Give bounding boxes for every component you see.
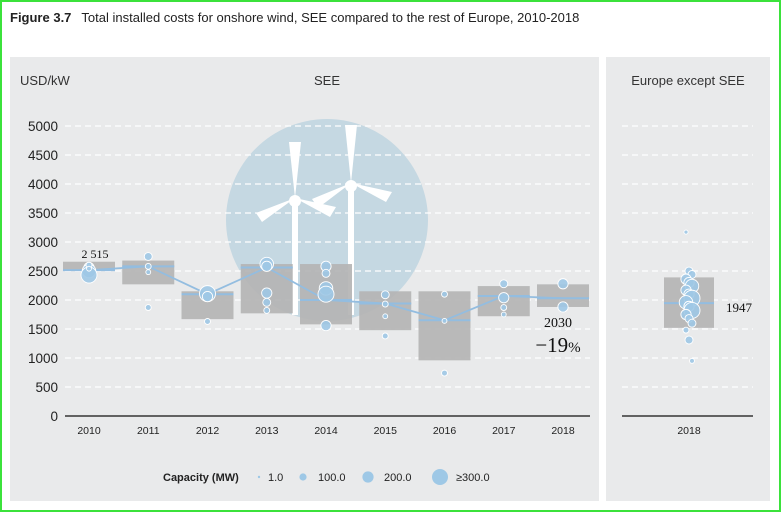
project-bubble bbox=[143, 252, 153, 261]
project-bubble bbox=[689, 358, 695, 364]
y-tick-label: 5000 bbox=[28, 119, 58, 134]
project-bubble bbox=[261, 260, 273, 272]
project-bubble bbox=[500, 311, 507, 318]
legend-marker-200 bbox=[362, 471, 374, 483]
legend-title: Capacity (MW) bbox=[163, 472, 239, 484]
project-bubble bbox=[201, 290, 214, 303]
project-bubble bbox=[145, 269, 152, 276]
project-bubble bbox=[261, 287, 273, 299]
x-tick-label: 2018 bbox=[551, 425, 575, 437]
project-bubble bbox=[441, 317, 448, 324]
y-tick-label: 3500 bbox=[28, 206, 58, 221]
x-tick-label: 2016 bbox=[433, 425, 457, 437]
europe-2018-value-label: 1947 bbox=[726, 300, 753, 315]
project-bubble bbox=[683, 229, 689, 235]
x-tick-label: 2014 bbox=[314, 425, 338, 437]
legend-label-200: 200.0 bbox=[384, 472, 412, 484]
legend-label-1: 1.0 bbox=[268, 472, 283, 484]
project-bubble bbox=[381, 332, 389, 340]
project-bubble bbox=[682, 326, 690, 334]
y-tick-label: 2500 bbox=[28, 264, 58, 279]
figure-title-text: Total installed costs for onshore wind, … bbox=[81, 10, 580, 25]
project-bubble bbox=[381, 300, 389, 308]
project-bubble bbox=[317, 285, 335, 303]
project-bubble bbox=[687, 318, 697, 328]
project-bubble bbox=[204, 318, 211, 325]
project-bubble bbox=[321, 268, 331, 278]
project-bubble bbox=[557, 278, 569, 290]
cost-range-box bbox=[537, 284, 589, 307]
y-tick-label: 0 bbox=[50, 409, 58, 424]
y-tick-label: 4500 bbox=[28, 148, 58, 163]
y-axis-label: USD/kW bbox=[20, 73, 71, 88]
y-tick-label: 1000 bbox=[28, 351, 58, 366]
y-tick-label: 500 bbox=[35, 380, 58, 395]
see-change-label: −19% bbox=[535, 333, 580, 357]
x-tick-label: 2010 bbox=[77, 425, 101, 437]
legend-label-100: 100.0 bbox=[318, 472, 346, 484]
project-bubble bbox=[557, 301, 569, 313]
project-bubble bbox=[144, 304, 152, 311]
project-bubble bbox=[380, 290, 390, 300]
y-tick-label: 4000 bbox=[28, 177, 58, 192]
legend-marker-300 bbox=[432, 469, 448, 485]
y-tick-label: 3000 bbox=[28, 235, 58, 250]
capacity-legend: Capacity (MW) 1.0 100.0 200.0 ≥300.0 bbox=[163, 469, 490, 485]
project-bubble bbox=[144, 262, 152, 270]
figure-label: Figure 3.7 bbox=[10, 10, 72, 25]
x-tick-label: 2017 bbox=[492, 425, 516, 437]
start-value-label: 2 515 bbox=[82, 247, 109, 261]
project-bubble bbox=[262, 297, 272, 307]
project-bubble bbox=[441, 290, 448, 298]
x-tick-label: 2012 bbox=[196, 425, 220, 437]
x-tick-label: 2011 bbox=[137, 425, 160, 437]
project-bubble bbox=[684, 335, 694, 345]
project-bubble bbox=[441, 369, 448, 377]
figure-title: Figure 3.7 Total installed costs for onsh… bbox=[10, 10, 579, 25]
y-tick-label: 2000 bbox=[28, 293, 58, 308]
see-2018-value-label: 2030 bbox=[544, 316, 572, 331]
see-change-value: −19 bbox=[535, 333, 568, 357]
project-bubble bbox=[498, 292, 510, 304]
project-bubble bbox=[499, 279, 509, 289]
legend-marker-100 bbox=[299, 473, 307, 481]
legend-label-300: ≥300.0 bbox=[456, 472, 490, 484]
europe-panel-title: Europe except SEE bbox=[631, 73, 745, 88]
x-tick-label: 2018 bbox=[677, 425, 701, 437]
x-tick-label: 2013 bbox=[255, 425, 279, 437]
project-bubble bbox=[382, 313, 389, 320]
project-bubble bbox=[86, 265, 92, 272]
legend-marker-1 bbox=[257, 475, 261, 479]
see-panel-title: SEE bbox=[314, 73, 340, 88]
see-change-unit: % bbox=[568, 340, 581, 356]
cost-range-box bbox=[418, 291, 471, 361]
project-bubble bbox=[500, 304, 508, 311]
y-tick-label: 1500 bbox=[28, 322, 58, 337]
project-bubble bbox=[320, 319, 332, 332]
project-bubble bbox=[263, 307, 271, 314]
x-tick-label: 2015 bbox=[374, 425, 398, 437]
